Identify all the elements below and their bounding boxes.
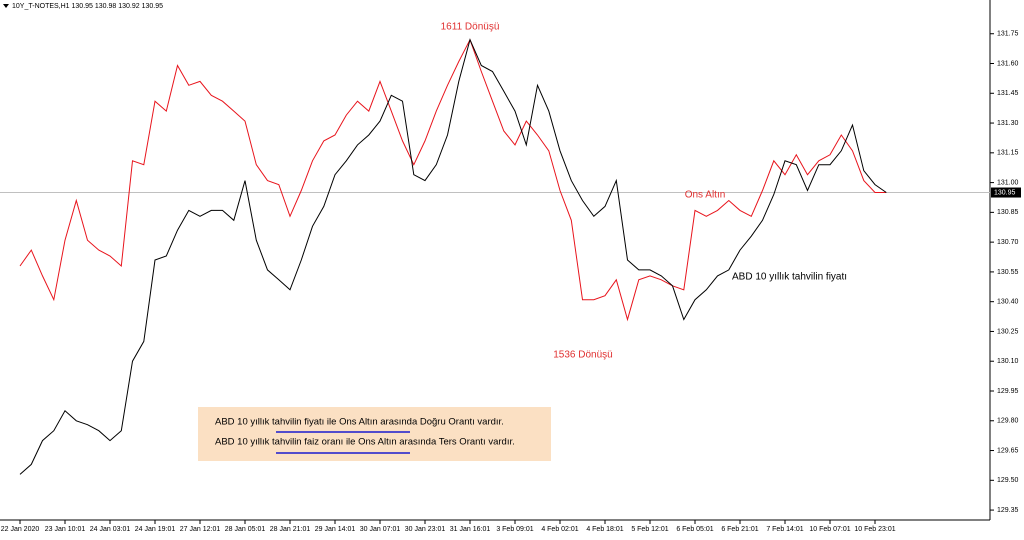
x-tick-label: 22 Jan 2020 xyxy=(1,526,40,533)
x-tick-label: 31 Jan 16:01 xyxy=(450,526,491,533)
y-tick-label: 130.40 xyxy=(997,299,1019,306)
series-line xyxy=(19,38,887,322)
y-tick-label: 131.75 xyxy=(997,31,1019,38)
y-tick-label: 130.55 xyxy=(997,269,1019,276)
x-tick-label: 23 Jan 10:01 xyxy=(45,526,86,533)
y-tick-label: 130.70 xyxy=(997,239,1019,246)
annotation: ABD 10 yıllık tahvilin fiyatı xyxy=(732,272,847,283)
y-tick-label: 130.10 xyxy=(997,358,1019,365)
y-tick-label: 131.45 xyxy=(997,90,1019,97)
y-tick-label: 129.50 xyxy=(997,477,1019,484)
x-tick-label: 6 Feb 21:01 xyxy=(721,526,758,533)
x-tick-label: 6 Feb 05:01 xyxy=(676,526,713,533)
x-tick-label: 4 Feb 02:01 xyxy=(541,526,578,533)
x-tick-label: 28 Jan 05:01 xyxy=(225,526,266,533)
x-tick-label: 4 Feb 18:01 xyxy=(586,526,623,533)
x-tick-label: 3 Feb 09:01 xyxy=(496,526,533,533)
x-tick-label: 10 Feb 23:01 xyxy=(854,526,895,533)
x-tick-label: 7 Feb 14:01 xyxy=(766,526,803,533)
annotation: 1611 Dönüşü xyxy=(441,22,500,33)
note-box xyxy=(198,407,551,461)
y-tick-label: 131.60 xyxy=(997,60,1019,67)
note-line: ABD 10 yıllık tahvilin fiyatı ile Ons Al… xyxy=(215,417,504,428)
x-tick-label: 30 Jan 23:01 xyxy=(405,526,446,533)
y-tick-label: 131.30 xyxy=(997,120,1019,127)
y-tick-label: 129.80 xyxy=(997,418,1019,425)
x-tick-label: 24 Jan 19:01 xyxy=(135,526,176,533)
price-tag xyxy=(991,187,1021,198)
x-tick-label: 30 Jan 07:01 xyxy=(360,526,401,533)
y-tick-label: 131.15 xyxy=(997,150,1019,157)
y-tick-label: 130.85 xyxy=(997,209,1019,216)
x-tick-label: 24 Jan 03:01 xyxy=(90,526,131,533)
x-tick-label: 28 Jan 21:01 xyxy=(270,526,311,533)
y-tick-label: 131.00 xyxy=(997,179,1019,186)
x-tick-label: 10 Feb 07:01 xyxy=(809,526,850,533)
note-line: ABD 10 yıllık tahvilin faiz oranı ile On… xyxy=(215,437,515,448)
y-tick-label: 129.65 xyxy=(997,447,1019,454)
y-tick-label: 130.25 xyxy=(997,328,1019,335)
x-tick-label: 5 Feb 12:01 xyxy=(631,526,668,533)
price-tag-label: 130.95 xyxy=(994,189,1016,196)
annotation: Ons Altın xyxy=(685,190,726,201)
annotation: 1536 Dönüşü xyxy=(553,350,613,361)
menu-arrow xyxy=(3,4,9,8)
header: 10Y_T-NOTES,H1 130.95 130.98 130.92 130.… xyxy=(12,3,163,10)
y-tick-label: 129.35 xyxy=(997,507,1019,514)
x-tick-label: 29 Jan 14:01 xyxy=(315,526,356,533)
series-line xyxy=(19,38,887,475)
y-tick-label: 129.95 xyxy=(997,388,1019,395)
x-tick-label: 27 Jan 12:01 xyxy=(180,526,221,533)
